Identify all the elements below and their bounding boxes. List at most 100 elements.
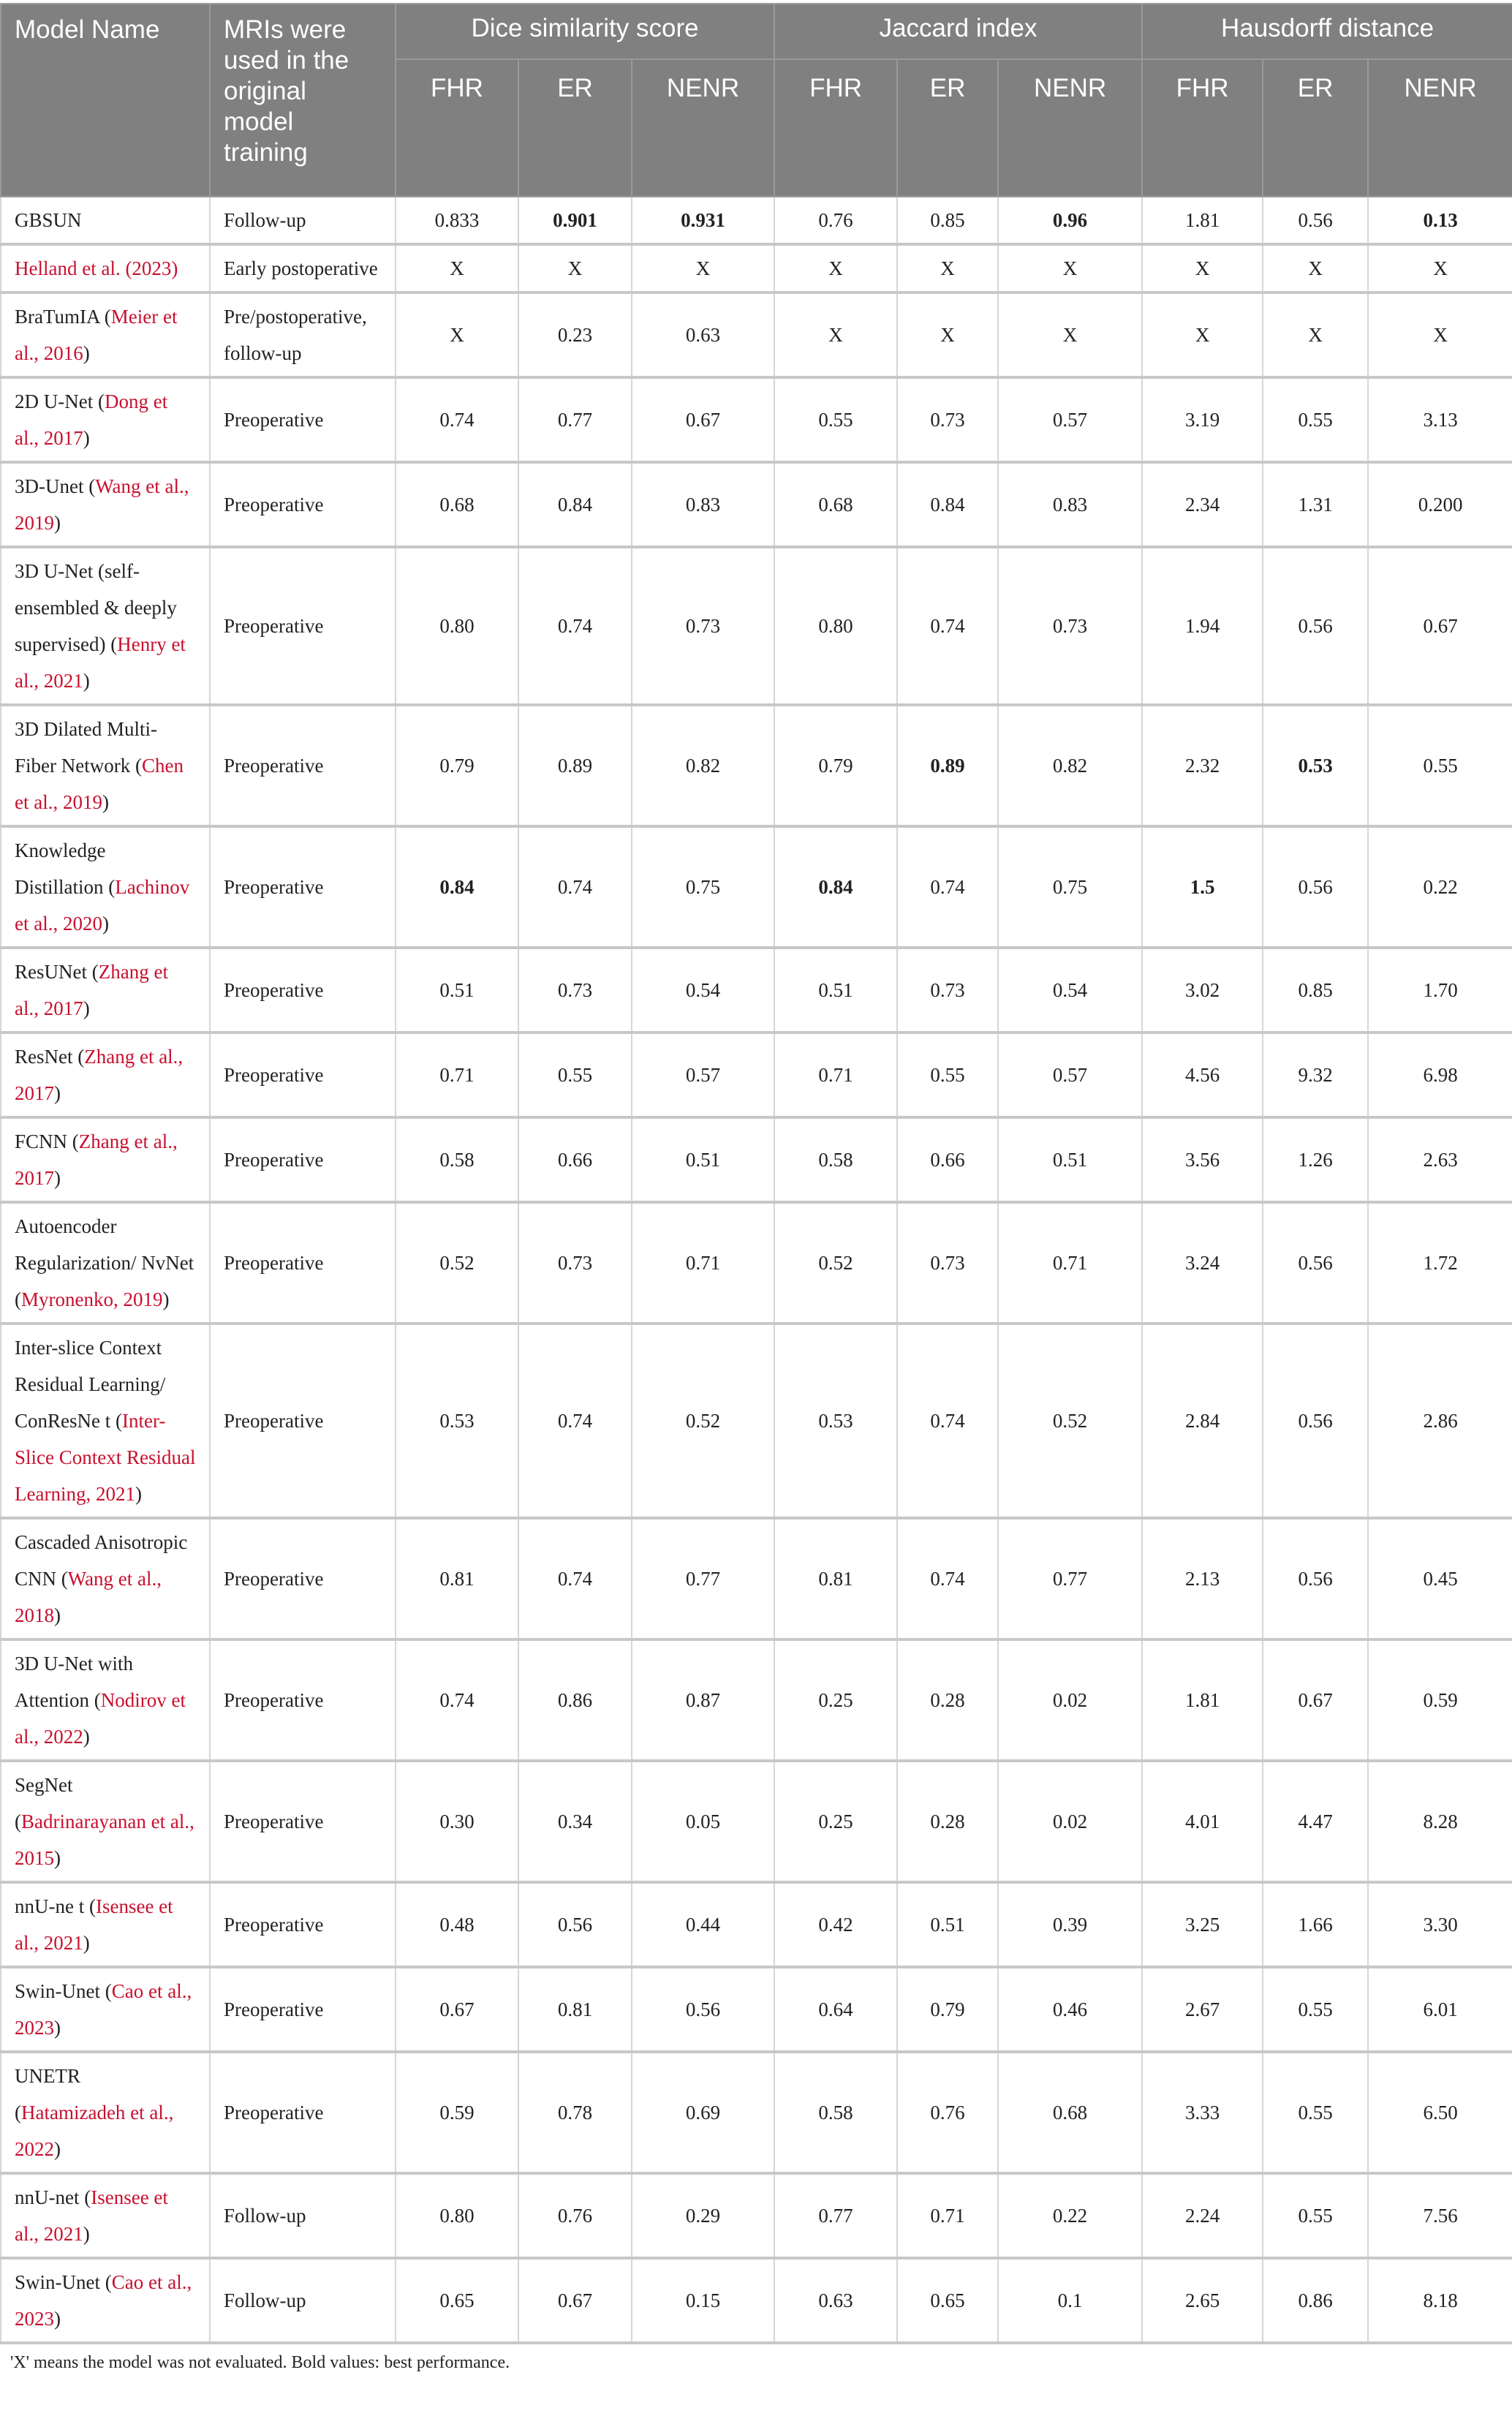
citation-link[interactable]: Lachinov et al., 2020: [15, 876, 190, 935]
value-cell-fhr: 0.68: [774, 462, 899, 548]
mri-cell: Follow-up: [209, 197, 396, 246]
value-cell-fhr: 2.84: [1141, 1324, 1264, 1519]
value-cell-nenr: 0.83: [630, 462, 776, 548]
model-name: ResNet (: [15, 1046, 85, 1068]
model-name-cell: UNETR (Hatamizadeh et al., 2022): [0, 2052, 211, 2175]
value-cell-fhr: 0.51: [395, 948, 519, 1034]
model-name-suffix: ): [54, 512, 61, 534]
value-cell-fhr: X: [774, 244, 899, 294]
mri-cell: Preoperative: [209, 948, 396, 1034]
value-cell-nenr: 8.28: [1367, 1761, 1512, 1884]
value-cell-er: 0.84: [896, 462, 999, 548]
mri-cell: Preoperative: [209, 1882, 396, 1968]
subheader-fhr: FHR: [1141, 58, 1264, 197]
value-cell-nenr: 0.29: [630, 2173, 776, 2260]
citation-link[interactable]: Zhang et al., 2017: [15, 1130, 178, 1189]
header-dice: Dice similarity score: [394, 3, 776, 60]
model-name: Cascaded Anisotropic CNN (: [15, 1531, 188, 1590]
value-cell-nenr: 3.30: [1367, 1882, 1512, 1968]
mri-cell: Preoperative: [209, 462, 396, 548]
model-name-suffix: ): [102, 913, 109, 935]
value-cell-fhr: 0.58: [774, 1117, 899, 1204]
value-cell-er: 0.89: [518, 705, 632, 828]
table-row: Autoencoder Regularization/ NvNet (Myron…: [0, 1202, 1512, 1325]
model-name-suffix: ): [83, 997, 90, 1019]
model-name-cell: 2D U-Net (Dong et al., 2017): [0, 377, 211, 464]
model-name: BraTumIA (: [15, 306, 111, 328]
value-cell-fhr: 0.58: [395, 1117, 519, 1204]
value-cell-fhr: 0.51: [774, 948, 899, 1034]
value-cell-fhr: 3.24: [1141, 1202, 1264, 1325]
model-name-suffix: ): [83, 670, 90, 692]
citation-link[interactable]: Cao et al., 2023: [15, 1980, 192, 2039]
value-cell-fhr: 0.53: [774, 1324, 899, 1519]
value-cell-er: 0.71: [896, 2173, 999, 2260]
subheader-er: ER: [896, 58, 999, 197]
citation-link[interactable]: Hatamizadeh et al., 2022: [15, 2102, 174, 2160]
value-cell-er: X: [896, 244, 999, 294]
model-name: FCNN (: [15, 1130, 79, 1152]
citation-link[interactable]: Dong et al., 2017: [15, 390, 168, 449]
mri-cell: Pre/postoperative, follow-up: [209, 292, 396, 379]
table-row: 3D U-Net (self-ensembled & deeply superv…: [0, 547, 1512, 706]
value-cell-nenr: 6.98: [1367, 1032, 1512, 1119]
table-row: UNETR (Hatamizadeh et al., 2022) Preopera…: [0, 2052, 1512, 2175]
citation-link[interactable]: Nodirov et al., 2022: [15, 1689, 186, 1748]
table-row: FCNN (Zhang et al., 2017) Preoperative 0.5…: [0, 1117, 1512, 1204]
value-cell-nenr: 0.46: [997, 1967, 1144, 2053]
citation-link[interactable]: Wang et al., 2018: [15, 1568, 162, 1626]
citation-link[interactable]: Henry et al., 2021: [15, 633, 186, 692]
citation-link[interactable]: Helland et al. (2023): [15, 257, 178, 279]
model-name-suffix: ): [54, 2138, 61, 2160]
citation-link[interactable]: Badrinarayanan et al., 2015: [15, 1811, 194, 1869]
table-row: 2D U-Net (Dong et al., 2017) Preoperative…: [0, 377, 1512, 464]
table-row: GBSUN Follow-up 0.833 0.901 0.931 0.76 0.85 0.9…: [0, 197, 1512, 246]
value-cell-fhr: 0.68: [395, 462, 519, 548]
model-name-cell: Swin-Unet (Cao et al., 2023): [0, 1967, 211, 2053]
value-cell-nenr: 3.13: [1367, 377, 1512, 464]
mri-cell: Preoperative: [209, 1117, 396, 1204]
value-cell-nenr: 0.87: [630, 1639, 776, 1762]
citation-link[interactable]: Isensee et al., 2021: [15, 2186, 168, 2245]
citation-link[interactable]: Inter-Slice Context Residual Learning, 2…: [15, 1410, 196, 1505]
model-name-cell: SegNet (Badrinarayanan et al., 2015): [0, 1761, 211, 1884]
value-cell-nenr: 2.86: [1367, 1324, 1512, 1519]
citation-link[interactable]: Meier et al., 2016: [15, 306, 178, 364]
value-cell-er: 0.65: [896, 2258, 999, 2344]
model-name-cell: Cascaded Anisotropic CNN (Wang et al., 2…: [0, 1518, 211, 1641]
table-row: Inter-slice Context Residual Learning/ C…: [0, 1324, 1512, 1519]
subheader-nenr: NENR: [997, 58, 1144, 197]
citation-link[interactable]: Zhang et al., 2017: [15, 1046, 184, 1104]
value-cell-fhr: 0.80: [774, 547, 899, 706]
value-cell-nenr: 0.83: [997, 462, 1144, 548]
value-cell-nenr: 6.01: [1367, 1967, 1512, 2053]
value-cell-nenr: 0.02: [997, 1761, 1144, 1884]
value-cell-nenr: X: [1367, 244, 1512, 294]
citation-link[interactable]: Myronenko, 2019: [21, 1288, 163, 1310]
value-cell-nenr: 0.15: [630, 2258, 776, 2344]
model-name-suffix: ): [83, 342, 90, 364]
value-cell-nenr: X: [1367, 292, 1512, 379]
value-cell-fhr: 0.77: [774, 2173, 899, 2260]
citation-link[interactable]: Isensee et al., 2021: [15, 1895, 173, 1954]
citation-link[interactable]: Cao et al., 2023: [15, 2271, 192, 2330]
value-cell-er: X: [896, 292, 999, 379]
value-cell-er: 0.77: [518, 377, 632, 464]
value-cell-fhr: X: [395, 244, 519, 294]
value-cell-fhr: 1.81: [1141, 197, 1264, 246]
value-cell-nenr: 1.70: [1367, 948, 1512, 1034]
value-cell-er: 0.79: [896, 1967, 999, 2053]
citation-link[interactable]: Zhang et al., 2017: [15, 961, 168, 1019]
model-name: GBSUN: [15, 209, 82, 231]
model-name-cell: GBSUN: [0, 197, 211, 246]
value-cell-nenr: 0.57: [997, 377, 1144, 464]
mri-cell: Follow-up: [209, 2258, 396, 2344]
mri-cell: Early postoperative: [209, 244, 396, 294]
citation-link[interactable]: Chen et al., 2019: [15, 755, 184, 813]
value-cell-nenr: 0.22: [1367, 826, 1512, 949]
table-footnote: 'X' means the model was not evaluated. B…: [10, 2353, 510, 2372]
table-row: Knowledge Distillation (Lachinov et al.,…: [0, 826, 1512, 949]
model-name: SegNet (: [15, 1774, 73, 1832]
citation-link[interactable]: Wang et al., 2019: [15, 475, 189, 534]
value-cell-nenr: 0.73: [630, 547, 776, 706]
